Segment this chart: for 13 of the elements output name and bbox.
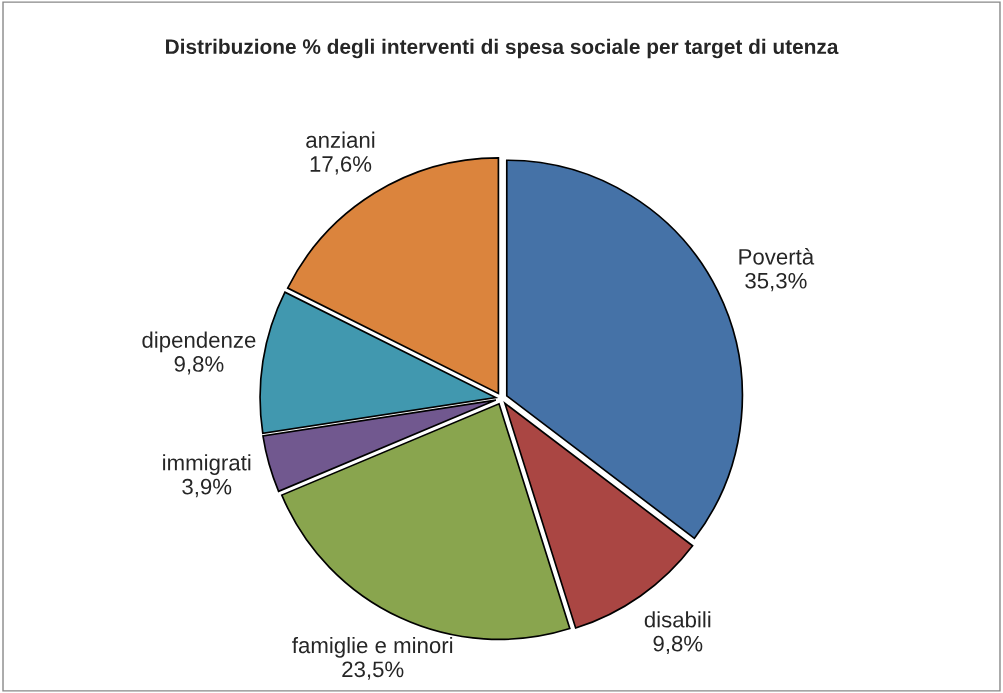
slice-label: disabili — [644, 611, 711, 628]
slice-label: dipendenze — [142, 331, 256, 353]
data-label: 23,5% — [342, 661, 404, 680]
chart-title: Distribuzione % degli interventi di spesa sociale per target di utenza — [166, 38, 839, 59]
data-label: 3,9% — [182, 478, 232, 498]
slice-label: Povertà — [739, 248, 815, 265]
slice-label: immigrati — [163, 454, 251, 475]
slice-label: famiglie e minori — [292, 636, 453, 658]
data-label: 9,8% — [653, 635, 703, 655]
data-label: 9,8% — [174, 356, 224, 375]
slice-label: anziani — [306, 131, 375, 148]
data-label: 35,3% — [745, 272, 807, 292]
data-label: 17,6% — [310, 156, 372, 175]
